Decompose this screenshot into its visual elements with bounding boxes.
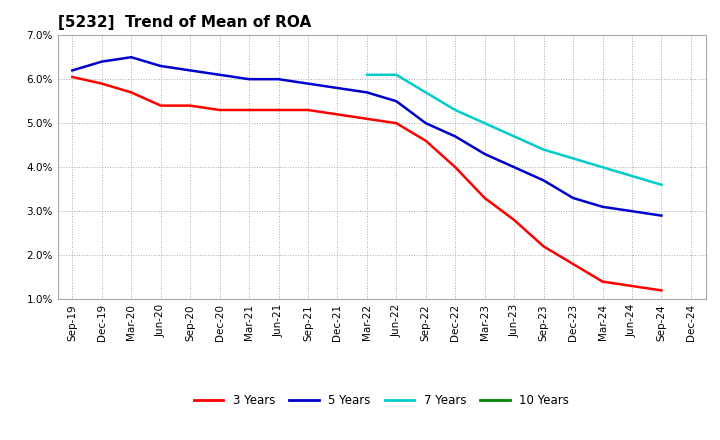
3 Years [569, 261, 577, 267]
3 Years [215, 107, 224, 113]
7 Years [598, 165, 607, 170]
3 Years [510, 217, 518, 223]
3 Years [245, 107, 253, 113]
5 Years [68, 68, 76, 73]
5 Years [569, 195, 577, 201]
5 Years [186, 68, 194, 73]
5 Years [245, 77, 253, 82]
5 Years [539, 178, 548, 183]
3 Years [127, 90, 135, 95]
7 Years [569, 156, 577, 161]
3 Years [186, 103, 194, 108]
3 Years [97, 81, 106, 86]
3 Years [480, 195, 489, 201]
7 Years [628, 173, 636, 179]
3 Years [628, 283, 636, 289]
5 Years [510, 165, 518, 170]
Line: 3 Years: 3 Years [72, 77, 662, 290]
5 Years [421, 121, 430, 126]
Line: 7 Years: 7 Years [367, 75, 662, 185]
7 Years [451, 107, 459, 113]
Line: 5 Years: 5 Years [72, 57, 662, 216]
3 Years [421, 138, 430, 143]
5 Years [274, 77, 283, 82]
Legend: 3 Years, 5 Years, 7 Years, 10 Years: 3 Years, 5 Years, 7 Years, 10 Years [189, 389, 574, 412]
5 Years [657, 213, 666, 218]
7 Years [539, 147, 548, 152]
5 Years [480, 151, 489, 157]
5 Years [127, 55, 135, 60]
3 Years [68, 74, 76, 80]
3 Years [274, 107, 283, 113]
5 Years [363, 90, 372, 95]
7 Years [657, 182, 666, 187]
5 Years [392, 99, 400, 104]
Text: [5232]  Trend of Mean of ROA: [5232] Trend of Mean of ROA [58, 15, 311, 30]
7 Years [421, 90, 430, 95]
3 Years [392, 121, 400, 126]
7 Years [510, 134, 518, 139]
3 Years [304, 107, 312, 113]
3 Years [333, 112, 342, 117]
3 Years [539, 244, 548, 249]
5 Years [598, 204, 607, 209]
7 Years [363, 72, 372, 77]
5 Years [333, 85, 342, 91]
5 Years [156, 63, 165, 69]
3 Years [598, 279, 607, 284]
5 Years [97, 59, 106, 64]
3 Years [156, 103, 165, 108]
5 Years [215, 72, 224, 77]
5 Years [628, 209, 636, 214]
3 Years [451, 165, 459, 170]
7 Years [480, 121, 489, 126]
5 Years [451, 134, 459, 139]
5 Years [304, 81, 312, 86]
3 Years [657, 288, 666, 293]
7 Years [392, 72, 400, 77]
3 Years [363, 116, 372, 121]
